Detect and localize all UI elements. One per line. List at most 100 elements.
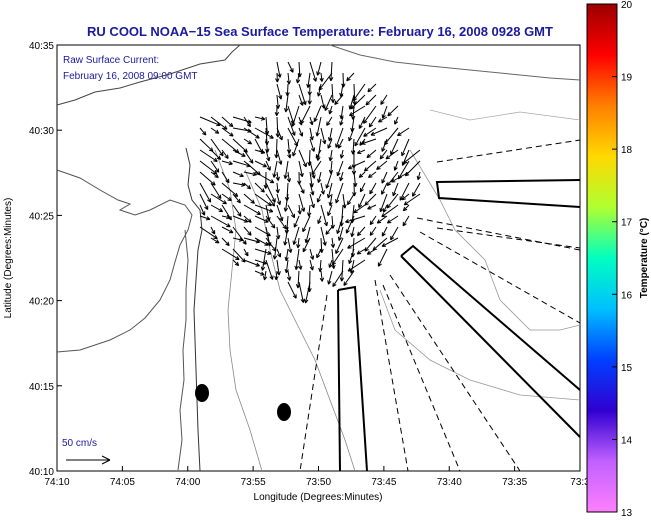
current-vector (232, 149, 246, 157)
current-vector (381, 138, 388, 152)
dump-site-marker (195, 384, 209, 402)
current-vector (276, 83, 283, 100)
current-vector (298, 259, 303, 270)
current-vector (315, 149, 322, 159)
current-vector (381, 237, 399, 247)
current-vector (275, 72, 280, 83)
traffic-lane-southeast (400, 244, 581, 438)
current-vector (345, 215, 366, 224)
current-vector (345, 215, 355, 234)
map-title: RU COOL NOAA−15 Sea Surface Temperature:… (87, 24, 553, 39)
current-vector (330, 83, 336, 104)
current-vector (254, 182, 265, 193)
current-vector (232, 182, 246, 187)
current-vector (363, 127, 377, 137)
current-vector (387, 105, 399, 117)
current-vector (412, 182, 421, 197)
current-vector (316, 61, 322, 76)
current-vector (274, 270, 279, 281)
current-vector (221, 226, 234, 234)
current-vector (335, 237, 344, 254)
current-vector (243, 149, 254, 164)
current-vector (265, 182, 276, 203)
current-vector (343, 270, 355, 286)
current-vector (232, 259, 240, 267)
current-vector (287, 149, 292, 159)
x-tick-label: 73:50 (306, 477, 331, 488)
current-vector (313, 105, 322, 122)
current-vector (307, 94, 312, 105)
current-vector (363, 105, 377, 124)
current-vector (243, 237, 261, 244)
current-vector (319, 270, 325, 282)
scale-label: 50 cm/s (62, 438, 97, 449)
current-vector (243, 138, 253, 145)
current-vector (339, 149, 345, 159)
current-vector (316, 248, 322, 259)
current-vector (254, 237, 269, 246)
scale-arrowhead (101, 455, 111, 465)
current-vector (210, 215, 231, 228)
current-vector (232, 215, 249, 223)
current-vector (243, 182, 252, 190)
current-vector (364, 237, 377, 252)
current-vector (348, 248, 355, 265)
colorbar-tick-label: 17 (621, 218, 633, 229)
current-vector (296, 237, 301, 249)
current-vector (380, 94, 388, 105)
current-vector (243, 215, 252, 223)
current-vector (243, 259, 260, 267)
x-tick-label: 73:35 (502, 477, 527, 488)
current-vector (243, 171, 257, 177)
current-vector (403, 193, 421, 206)
current-vector (316, 83, 322, 97)
current-vector (356, 248, 366, 255)
current-vector (319, 72, 324, 82)
current-vector (210, 204, 224, 213)
current-vector (210, 138, 224, 157)
current-vector (390, 226, 399, 241)
current-vector (328, 160, 334, 174)
current-vector (385, 149, 399, 160)
current-vector (199, 226, 218, 240)
colorbar (586, 3, 618, 513)
y-axis-ticks: 40:35 40:30 40:25 40:20 40:15 40:10 (29, 41, 62, 478)
current-vector (332, 270, 344, 288)
bathymetry-contour (429, 109, 581, 121)
current-vector (210, 193, 227, 205)
current-vector (254, 127, 274, 139)
coastline-west (56, 44, 241, 106)
current-vector (365, 94, 377, 106)
current-vector (309, 138, 316, 152)
current-vector (284, 259, 289, 274)
current-vector (243, 248, 249, 257)
current-vector (336, 215, 344, 235)
x-tick-label: 73:55 (241, 477, 266, 488)
current-vector (283, 160, 289, 179)
current-vector (221, 237, 230, 247)
coastline-staten (56, 169, 193, 353)
current-vector (298, 193, 306, 212)
current-vector (243, 127, 260, 139)
current-vector (294, 248, 300, 270)
current-vector (382, 204, 388, 213)
current-vector (317, 171, 322, 184)
current-vector (326, 182, 333, 199)
y-tick-label: 40:15 (29, 382, 54, 393)
current-vector (210, 116, 228, 130)
current-vector (358, 116, 366, 129)
current-vector (284, 94, 289, 113)
current-vector (199, 215, 211, 221)
current-vector (311, 160, 322, 176)
current-vector (298, 127, 304, 137)
current-vector (347, 237, 366, 249)
current-vector (298, 182, 305, 194)
surface-current-vectors (199, 61, 421, 304)
y-tick-label: 40:25 (29, 211, 54, 222)
current-vector (232, 204, 242, 217)
current-vector (286, 72, 291, 85)
current-vector (327, 127, 333, 142)
current-vector (367, 83, 377, 93)
current-vector (369, 226, 377, 236)
